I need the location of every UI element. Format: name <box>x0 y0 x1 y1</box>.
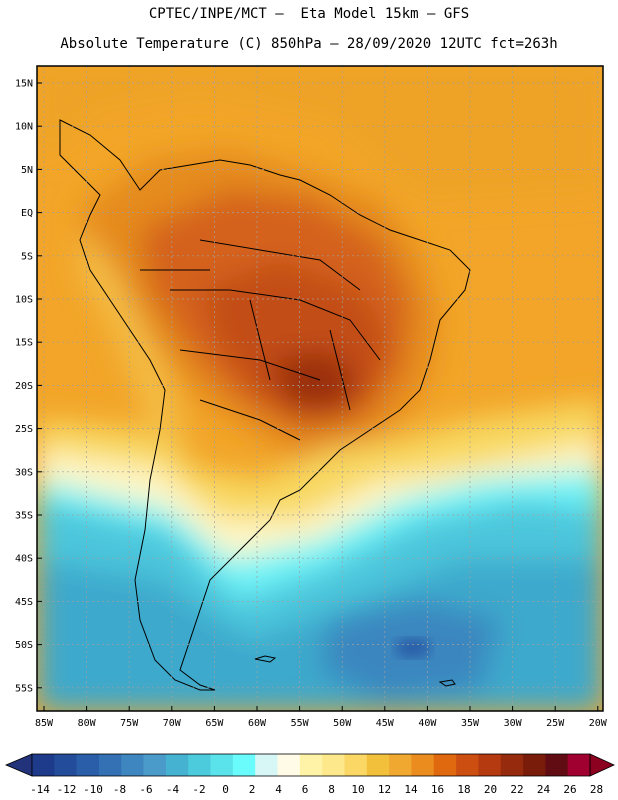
lon-label: 40W <box>418 718 437 729</box>
colorbar-tick-label: 10 <box>351 783 364 796</box>
colorbar-tick-label: 22 <box>510 783 523 796</box>
colorbar-swatch <box>523 754 546 776</box>
lat-label: EQ <box>21 208 33 219</box>
colorbar-tick-label: 26 <box>563 783 576 796</box>
lat-label: 5S <box>21 251 33 262</box>
temperature-field <box>37 66 603 711</box>
map-frame <box>36 65 604 712</box>
lat-label: 15S <box>15 338 33 349</box>
colorbar-swatch <box>188 754 211 776</box>
lat-label: 15N <box>15 79 33 90</box>
lon-label: 55W <box>291 718 310 729</box>
lon-label: 60W <box>248 718 267 729</box>
colorbar-swatch <box>433 754 457 776</box>
lat-label: 20S <box>15 381 33 392</box>
lon-label: 75W <box>120 718 139 729</box>
colorbar-swatch <box>389 754 412 776</box>
colorbar-under-triangle <box>4 753 33 777</box>
lon-label: 65W <box>205 718 224 729</box>
colorbar-tick-label: 20 <box>484 783 497 796</box>
lat-label: 50S <box>15 640 33 651</box>
colorbar-tick-label: 4 <box>275 783 282 796</box>
colorbar-swatch <box>500 754 524 776</box>
colorbar-swatch <box>545 754 568 776</box>
lat-label: 40S <box>15 554 33 565</box>
colorbar-labels: -14 -12 -10 -8 -6 -4 -2 0 2 4 6 8 10 12 14 16 18 20 22 24 26… <box>30 783 603 796</box>
colorbar-tick-label: 16 <box>431 783 444 796</box>
map-title-line2: Absolute Temperature (C) 850hPa – 28/09/… <box>60 36 558 52</box>
colorbar-tick-label: -6 <box>139 783 152 796</box>
colorbar-tick-label: 8 <box>328 783 335 796</box>
colorbar-swatch <box>299 754 323 776</box>
colorbar-swatch <box>277 754 301 776</box>
lat-label: 30S <box>15 467 33 478</box>
lat-label: 55S <box>15 683 33 694</box>
colorbar-tick-label: -12 <box>57 783 77 796</box>
colorbar-swatch <box>478 754 502 776</box>
lat-label: 5N <box>21 165 33 176</box>
colorbar-tick-label: 6 <box>302 783 309 796</box>
colorbar-tick-label: 24 <box>537 783 551 796</box>
colorbar-tick-label: 2 <box>249 783 256 796</box>
colorbar-tick-label: -10 <box>83 783 103 796</box>
colorbar-tick-label: -2 <box>192 783 205 796</box>
colorbar-tick-label: -4 <box>166 783 180 796</box>
colorbar-swatch <box>32 754 55 776</box>
lon-label: 50W <box>333 718 352 729</box>
coastlines <box>59 119 471 691</box>
lon-label: 25W <box>546 718 565 729</box>
latitude-labels: 15N 10N 5N EQ 5S 10S 15S 20S 25S 30S 35S 40S 45S 50S 5… <box>15 79 42 694</box>
colorbar-swatch <box>121 754 144 776</box>
colorbar-swatch <box>165 754 189 776</box>
lat-label: 45S <box>15 597 33 608</box>
lon-label: 70W <box>163 718 182 729</box>
colorbar-swatch <box>322 754 345 776</box>
colorbar-over-triangle <box>589 753 615 777</box>
lat-label: 10N <box>15 122 33 133</box>
colorbar-swatch <box>411 754 435 776</box>
lon-label: 35W <box>461 718 480 729</box>
lon-label: 30W <box>504 718 523 729</box>
colorbar-tick-label: -14 <box>30 783 50 796</box>
lon-label: 45W <box>376 718 395 729</box>
lon-label: 20W <box>589 718 608 729</box>
colorbar-swatch <box>456 754 479 776</box>
colorbar-swatch <box>210 754 234 776</box>
colorbar-swatch <box>98 754 122 776</box>
colorbar-swatch <box>143 754 167 776</box>
colorbar-swatch <box>344 754 368 776</box>
colorbar-swatch <box>366 754 390 776</box>
colorbar <box>4 753 615 777</box>
lat-label: 25S <box>15 424 33 435</box>
colorbar-swatch <box>567 754 591 776</box>
colorbar-tick-label: 12 <box>378 783 391 796</box>
lon-label: 85W <box>35 718 54 729</box>
colorbar-swatch <box>232 754 256 776</box>
lat-label: 10S <box>15 295 33 306</box>
lon-label: 80W <box>78 718 97 729</box>
colorbar-swatch <box>255 754 278 776</box>
map-title-line1: CPTEC/INPE/MCT – Eta Model 15km – GFS <box>148 6 470 22</box>
colorbar-tick-label: 18 <box>457 783 470 796</box>
lat-label: 35S <box>15 511 33 522</box>
colorbar-swatch <box>54 754 77 776</box>
colorbar-tick-label: 28 <box>590 783 603 796</box>
longitude-labels: 85W 80W 75W 70W 65W 60W 55W 50W 45W 40W 35W 30W 25W 2… <box>35 706 608 729</box>
colorbar-tick-label: -8 <box>113 783 126 796</box>
colorbar-tick-label: 14 <box>404 783 418 796</box>
colorbar-swatch <box>76 754 100 776</box>
colorbar-tick-label: 0 <box>222 783 229 796</box>
